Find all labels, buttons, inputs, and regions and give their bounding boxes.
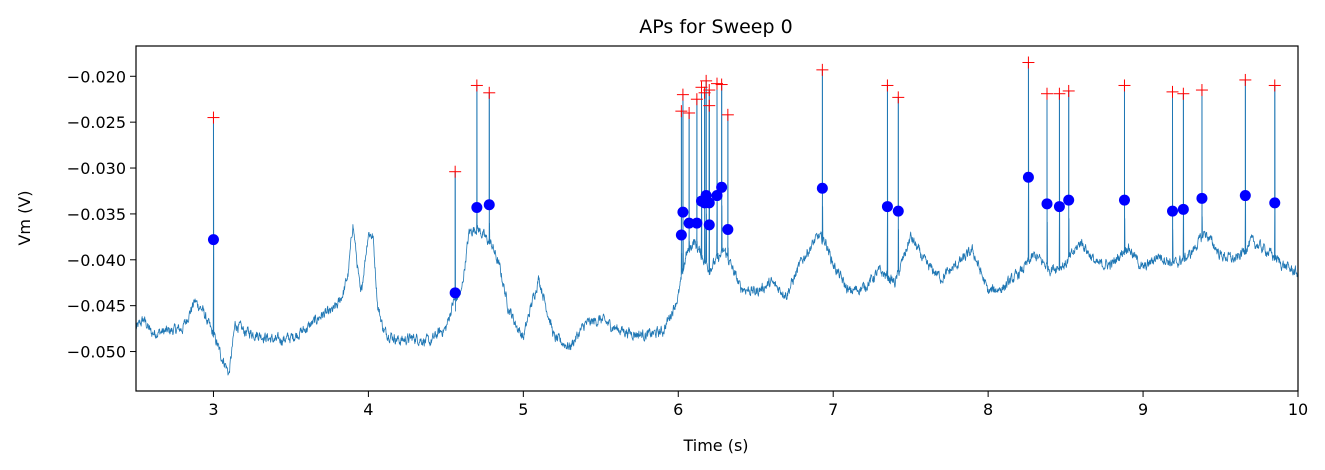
threshold-marker — [677, 206, 689, 218]
threshold-marker — [483, 199, 495, 211]
peak-marker — [683, 106, 696, 119]
peak-marker — [892, 91, 905, 104]
threshold-marker — [711, 190, 723, 202]
peak-marker — [483, 86, 496, 99]
y-tick-label: −0.035 — [67, 205, 126, 224]
threshold-marker — [703, 197, 715, 209]
x-axis-title: Time (s) — [682, 436, 748, 455]
peak-marker — [1062, 84, 1075, 97]
peak-marker — [1118, 79, 1131, 92]
peak-marker — [207, 111, 220, 124]
peak-marker — [1022, 56, 1035, 69]
threshold-marker — [1239, 190, 1251, 202]
peak-marker — [721, 108, 734, 121]
plot-area — [136, 56, 1298, 376]
peak-marker — [711, 77, 723, 90]
peak-marker — [1268, 79, 1281, 92]
threshold-marker — [703, 219, 715, 231]
threshold-marker — [1167, 205, 1179, 217]
peak-marker — [703, 99, 716, 112]
x-tick-label: 7 — [828, 400, 838, 419]
peak-marker — [1053, 87, 1066, 100]
threshold-marker — [1022, 171, 1034, 183]
y-tick-label: −0.050 — [67, 343, 126, 362]
threshold-marker — [471, 201, 483, 213]
peak-marker — [881, 79, 894, 92]
x-tick-label: 6 — [673, 400, 683, 419]
threshold-marker — [816, 182, 828, 194]
peak-marker — [703, 84, 716, 97]
x-tick-label: 8 — [983, 400, 993, 419]
peak-marker — [1177, 87, 1190, 100]
y-axis-title: Vm (V) — [15, 190, 34, 245]
plot-frame — [135, 45, 1299, 392]
peak-marker — [470, 79, 483, 92]
peak-marker — [1166, 85, 1179, 98]
threshold-marker — [683, 217, 695, 229]
threshold-marker — [1063, 194, 1075, 206]
threshold-marker — [892, 205, 904, 217]
threshold-marker — [1177, 203, 1189, 215]
threshold-marker — [449, 287, 461, 299]
threshold-marker — [691, 217, 703, 229]
y-tick-label: −0.030 — [67, 159, 126, 178]
threshold-marker — [722, 224, 734, 236]
threshold-marker — [1041, 198, 1053, 210]
threshold-marker — [881, 201, 893, 213]
y-tick-label: −0.025 — [67, 113, 126, 132]
peak-marker — [449, 165, 462, 178]
threshold-marker — [207, 234, 219, 246]
threshold-marker — [675, 229, 687, 241]
x-tick-label: 5 — [518, 400, 528, 419]
x-tick-label: 3 — [208, 400, 218, 419]
threshold-markers — [207, 171, 1281, 299]
x-tick-label: 9 — [1138, 400, 1148, 419]
peak-marker — [690, 93, 703, 106]
threshold-marker — [716, 181, 728, 193]
peak-marker — [1195, 84, 1208, 97]
peak-marker — [816, 63, 829, 76]
peak-marker — [698, 86, 711, 99]
y-tick-label: −0.040 — [67, 251, 126, 270]
chart-title: APs for Sweep 0 — [639, 16, 792, 38]
threshold-marker — [1269, 197, 1281, 209]
threshold-marker — [1196, 192, 1208, 204]
x-tick-label: 10 — [1288, 400, 1308, 419]
peak-marker — [715, 78, 728, 91]
vm-trace-line — [136, 62, 1298, 376]
x-axis: 3 4 5 6 7 8 9 10 — [208, 391, 1308, 419]
peak-marker — [695, 81, 708, 94]
peak-marker — [675, 105, 688, 118]
peak-marker — [700, 74, 713, 87]
y-tick-label: −0.045 — [67, 297, 126, 316]
y-axis: −0.050 −0.045 −0.040 −0.035 −0.030 −0.025 −0.0… — [67, 67, 136, 362]
peak-marker — [1239, 73, 1252, 86]
peak-marker — [1041, 87, 1054, 100]
threshold-marker — [1053, 201, 1065, 213]
x-tick-label: 4 — [363, 400, 373, 419]
y-tick-label: −0.020 — [67, 67, 126, 86]
peak-markers — [207, 56, 1281, 178]
threshold-marker — [1118, 194, 1130, 206]
peak-marker — [676, 88, 689, 101]
